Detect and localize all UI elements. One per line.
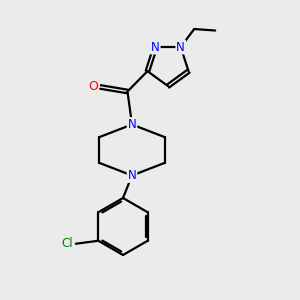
Text: N: N	[176, 40, 185, 53]
Text: N: N	[151, 40, 160, 53]
Text: Cl: Cl	[61, 237, 73, 250]
Text: O: O	[88, 80, 98, 94]
Text: N: N	[128, 118, 136, 131]
Text: N: N	[128, 169, 136, 182]
